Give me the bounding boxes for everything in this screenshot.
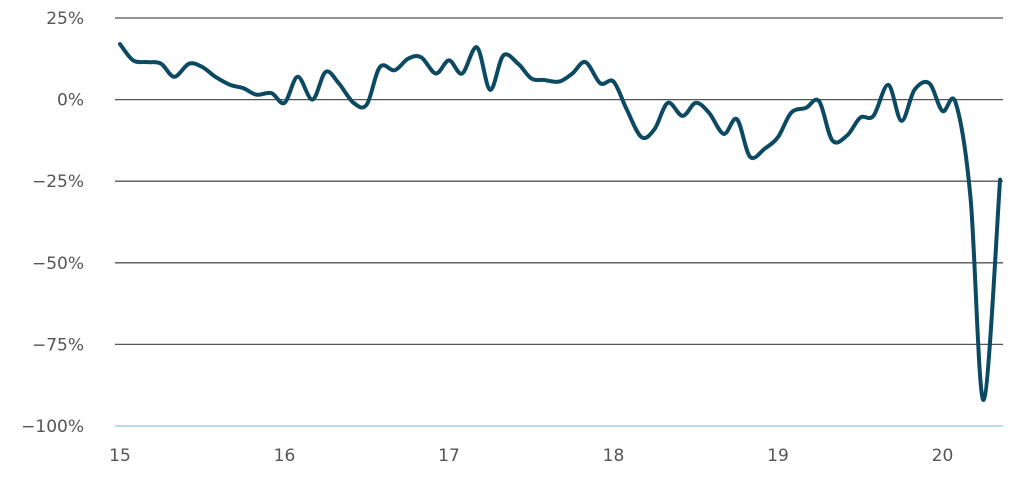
y-tick-label: −100% bbox=[21, 417, 84, 437]
x-tick-label: 18 bbox=[603, 446, 625, 466]
y-tick-label: 0% bbox=[57, 91, 84, 111]
y-tick-label: 25% bbox=[46, 9, 84, 29]
x-tick-label: 19 bbox=[767, 446, 789, 466]
y-tick-label: −75% bbox=[32, 335, 84, 355]
series-line bbox=[118, 42, 1003, 402]
y-tick-label: −25% bbox=[32, 172, 84, 192]
series-layer bbox=[118, 42, 1003, 402]
x-axis-labels: 15 16 17 18 19 20 bbox=[109, 446, 953, 466]
x-tick-label: 15 bbox=[109, 446, 131, 466]
x-tick-label: 20 bbox=[932, 446, 954, 466]
x-tick-label: 16 bbox=[274, 446, 296, 466]
y-tick-label: −50% bbox=[32, 254, 84, 274]
x-tick-label: 17 bbox=[438, 446, 460, 466]
grid-layer bbox=[115, 17, 1003, 427]
y-axis-labels: 25% 0% −25% −50% −75% −100% bbox=[21, 9, 84, 437]
